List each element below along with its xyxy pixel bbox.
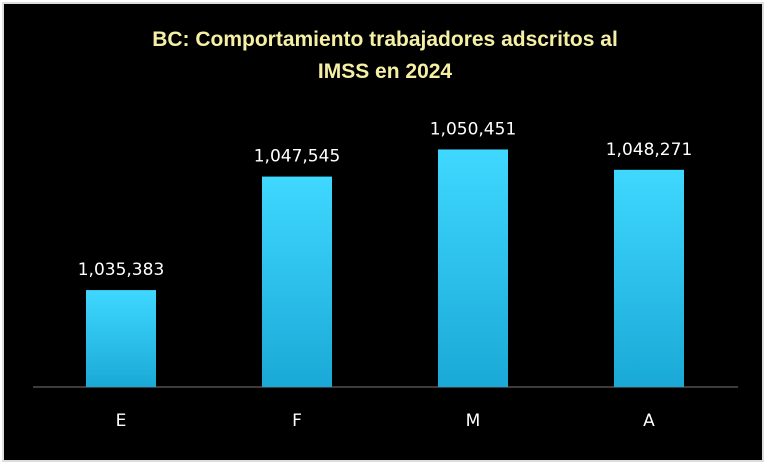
bar xyxy=(614,169,684,387)
bar xyxy=(86,290,156,387)
value-label: 1,050,451 xyxy=(430,119,517,139)
x-tick-label: E xyxy=(116,411,127,431)
value-label: 1,035,383 xyxy=(78,260,165,280)
x-tick-label: M xyxy=(466,411,481,431)
value-label: 1,047,545 xyxy=(254,147,341,167)
x-tick-label: A xyxy=(643,411,655,431)
x-tick-label: F xyxy=(292,411,302,431)
value-label: 1,048,271 xyxy=(606,140,693,160)
chart-title: BC: Comportamiento trabajadores adscrito… xyxy=(152,28,618,83)
bar xyxy=(438,149,508,387)
bar xyxy=(262,176,332,387)
